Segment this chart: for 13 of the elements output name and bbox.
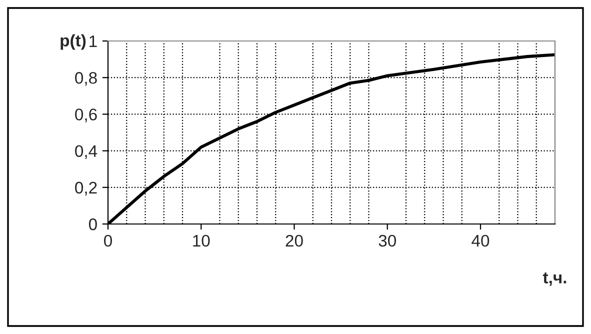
x-tick-label: 40 — [472, 234, 490, 247]
y-tick-label: 0,4 — [75, 145, 98, 159]
x-tick-label: 20 — [286, 234, 303, 247]
x-tick-label: 0 — [104, 234, 112, 247]
y-axis-title: p(t) — [60, 34, 86, 50]
y-tick-label: 0,8 — [75, 72, 97, 86]
y-tick-label: 0 — [88, 218, 97, 230]
x-axis-title: t,ч. — [542, 272, 566, 286]
y-tick-label: 1 — [90, 36, 97, 48]
y-tick-label: 0,6 — [75, 108, 97, 122]
y-tick-label: 0,2 — [75, 182, 97, 196]
x-tick-label: 10 — [193, 234, 210, 247]
x-tick-label: 30 — [378, 234, 396, 247]
